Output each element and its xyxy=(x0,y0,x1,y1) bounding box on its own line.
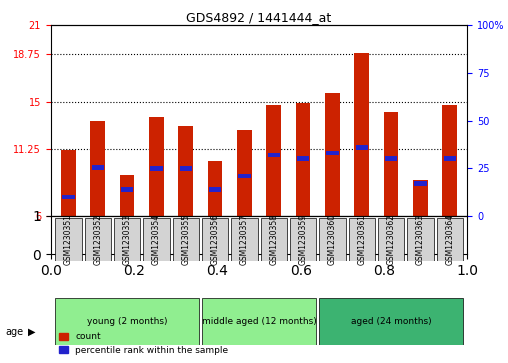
Text: GSM1230353: GSM1230353 xyxy=(122,214,132,265)
Bar xyxy=(356,145,368,150)
Bar xyxy=(326,151,339,155)
Title: GDS4892 / 1441444_at: GDS4892 / 1441444_at xyxy=(186,11,332,24)
Bar xyxy=(62,195,75,199)
Bar xyxy=(150,166,163,171)
FancyBboxPatch shape xyxy=(348,218,375,261)
Bar xyxy=(266,105,281,216)
FancyBboxPatch shape xyxy=(261,218,287,261)
FancyBboxPatch shape xyxy=(84,218,111,261)
Text: GSM1230360: GSM1230360 xyxy=(328,214,337,265)
Bar xyxy=(238,174,250,178)
Bar xyxy=(237,130,252,216)
Text: aged (24 months): aged (24 months) xyxy=(351,317,431,326)
Text: GSM1230364: GSM1230364 xyxy=(445,214,454,265)
FancyBboxPatch shape xyxy=(114,218,140,261)
Bar xyxy=(91,165,104,170)
Bar xyxy=(297,156,309,161)
Legend: count, percentile rank within the sample: count, percentile rank within the sample xyxy=(55,329,232,359)
Text: GSM1230356: GSM1230356 xyxy=(211,214,219,265)
Bar xyxy=(384,112,398,216)
FancyBboxPatch shape xyxy=(290,218,316,261)
Text: GSM1230354: GSM1230354 xyxy=(152,214,161,265)
Text: GSM1230352: GSM1230352 xyxy=(93,214,102,265)
Text: middle aged (12 months): middle aged (12 months) xyxy=(202,317,316,326)
Text: GSM1230358: GSM1230358 xyxy=(269,214,278,265)
Text: GSM1230355: GSM1230355 xyxy=(181,214,190,265)
Bar xyxy=(296,103,310,216)
Bar xyxy=(442,105,457,216)
FancyBboxPatch shape xyxy=(319,298,463,345)
Text: GSM1230357: GSM1230357 xyxy=(240,214,249,265)
FancyBboxPatch shape xyxy=(378,218,404,261)
Bar xyxy=(414,181,427,186)
Text: GSM1230363: GSM1230363 xyxy=(416,214,425,265)
FancyBboxPatch shape xyxy=(407,218,434,261)
FancyBboxPatch shape xyxy=(143,218,170,261)
Bar xyxy=(325,93,340,216)
Bar xyxy=(120,175,135,216)
Text: ▶: ▶ xyxy=(28,327,36,337)
Bar xyxy=(208,161,223,216)
Text: GSM1230359: GSM1230359 xyxy=(299,214,307,265)
Bar xyxy=(61,150,76,216)
Text: GSM1230362: GSM1230362 xyxy=(387,214,396,265)
Bar xyxy=(178,126,193,216)
Bar xyxy=(209,187,221,192)
FancyBboxPatch shape xyxy=(173,218,199,261)
Text: GSM1230351: GSM1230351 xyxy=(64,214,73,265)
Bar xyxy=(355,53,369,216)
Bar xyxy=(385,156,397,161)
FancyBboxPatch shape xyxy=(55,298,199,345)
FancyBboxPatch shape xyxy=(319,218,345,261)
Bar xyxy=(179,166,192,171)
Bar xyxy=(413,180,428,216)
FancyBboxPatch shape xyxy=(202,298,316,345)
FancyBboxPatch shape xyxy=(436,218,463,261)
Text: age: age xyxy=(5,327,23,337)
Text: young (2 months): young (2 months) xyxy=(87,317,167,326)
Text: GSM1230361: GSM1230361 xyxy=(357,214,366,265)
Bar xyxy=(90,121,105,216)
Bar xyxy=(443,156,456,161)
FancyBboxPatch shape xyxy=(55,218,82,261)
Bar xyxy=(121,187,133,192)
Bar xyxy=(268,152,280,158)
FancyBboxPatch shape xyxy=(231,218,258,261)
Bar xyxy=(149,117,164,216)
FancyBboxPatch shape xyxy=(202,218,228,261)
